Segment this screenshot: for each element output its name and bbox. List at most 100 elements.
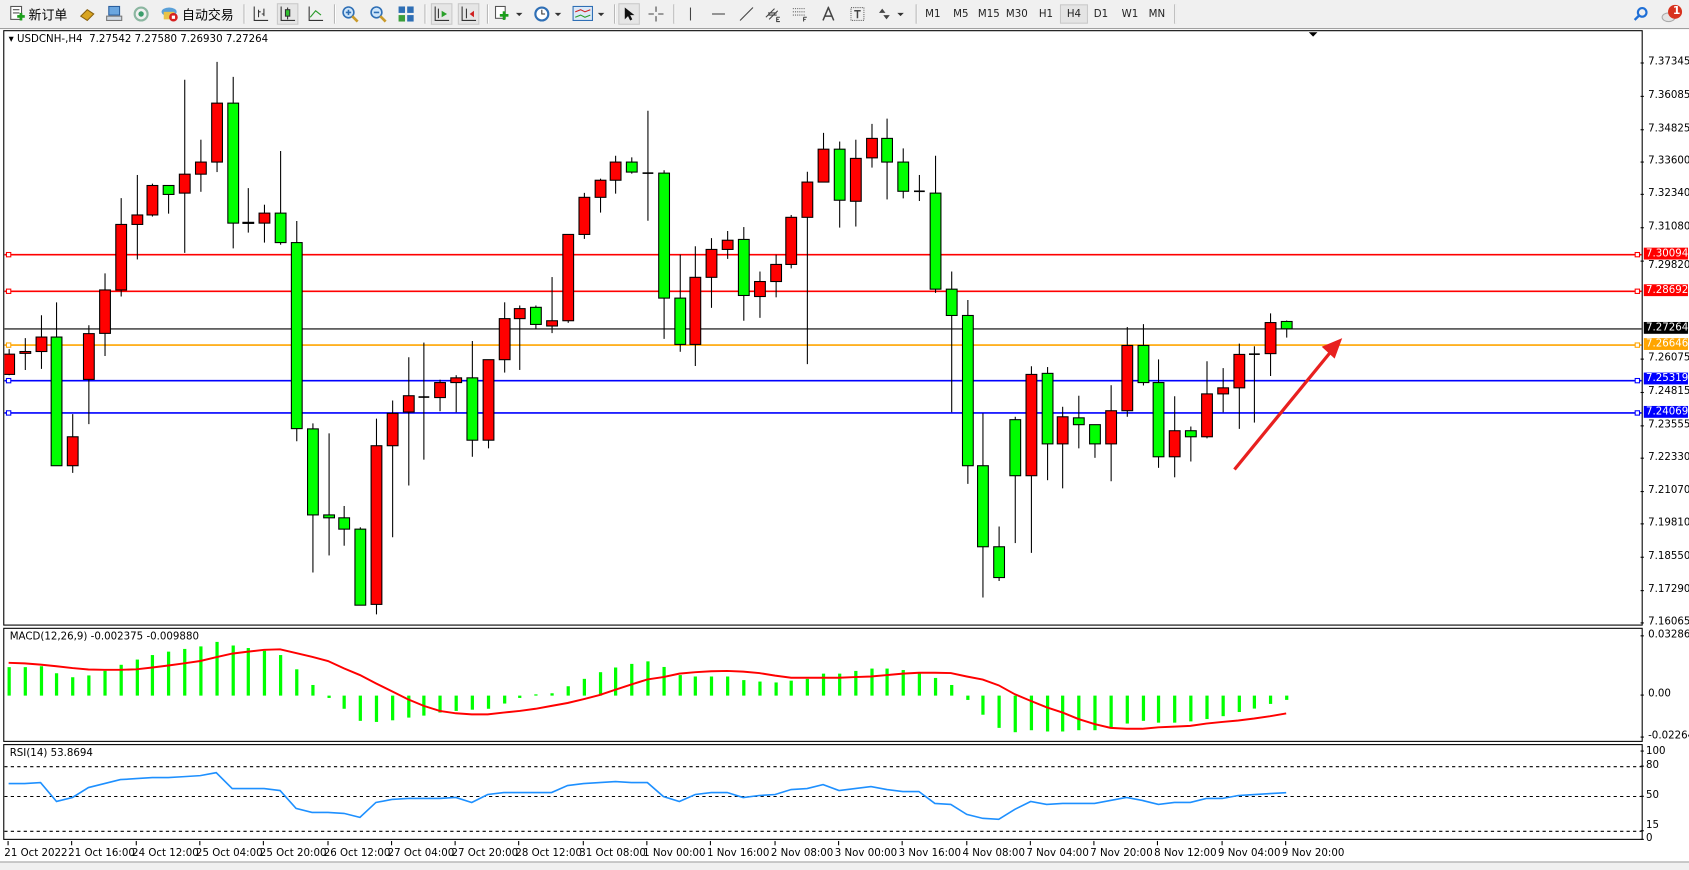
search-button[interactable] xyxy=(1631,4,1650,23)
price-level-label: 7.25319 xyxy=(1643,372,1688,385)
candle xyxy=(770,254,783,298)
timeframe-m1[interactable]: M1 xyxy=(925,8,941,20)
timeframe-h4[interactable]: H4 xyxy=(1059,4,1088,24)
equidistant-channel-button[interactable] xyxy=(764,4,783,23)
macd-histogram-bar xyxy=(1013,695,1017,733)
candle-body xyxy=(1233,353,1246,389)
cursor-button[interactable] xyxy=(618,3,640,25)
macd-axis-label: -0.022641 xyxy=(1648,730,1689,742)
signal-icon xyxy=(133,6,149,22)
chart-shift-button[interactable] xyxy=(457,3,480,25)
signals-button[interactable] xyxy=(131,4,150,23)
macd-histogram-bar xyxy=(1285,695,1289,700)
arrows-button[interactable] xyxy=(875,4,907,23)
time-axis-label: 3 Nov 16:00 xyxy=(898,847,962,860)
macd-histogram-bar xyxy=(278,655,283,696)
zoom-out-button[interactable] xyxy=(368,4,387,23)
candle xyxy=(1105,385,1118,482)
candle-body xyxy=(194,161,207,175)
level-handle xyxy=(5,251,12,258)
candle xyxy=(737,227,750,321)
candle xyxy=(194,139,207,192)
chart-shift-icon xyxy=(461,6,477,21)
price-level-label: 7.27264 xyxy=(1643,321,1688,334)
candle xyxy=(817,132,830,183)
macd-histogram-bar xyxy=(534,694,538,696)
candle-body xyxy=(849,157,862,202)
market-watch-button[interactable] xyxy=(78,4,97,23)
tile-windows-button[interactable] xyxy=(396,4,415,23)
line-chart-button[interactable] xyxy=(306,4,325,23)
zoom-in-button[interactable] xyxy=(340,4,359,23)
text-button[interactable] xyxy=(819,4,838,23)
new-order-button[interactable]: 新订单 xyxy=(9,4,69,23)
macd-histogram-bar xyxy=(183,648,187,696)
macd-histogram-bar xyxy=(199,646,203,696)
messages-button[interactable]: 1 xyxy=(1660,4,1686,23)
candle xyxy=(19,338,32,370)
timeframe-mn[interactable]: MN xyxy=(1148,8,1166,20)
macd-panel[interactable]: MACD(12,26,9) -0.002375 -0.009880 xyxy=(3,627,1643,742)
time-axis-label: 4 Nov 08:00 xyxy=(962,847,1025,860)
candle-body xyxy=(1072,417,1085,426)
candle xyxy=(594,178,607,213)
price-chart[interactable]: ▾ USDCNH-,H4 7.27542 7.27580 7.26930 7.2… xyxy=(3,30,1643,626)
macd-histogram-bar xyxy=(103,670,107,696)
candle-body xyxy=(674,297,687,345)
candle-body xyxy=(897,161,910,192)
new-chart-button[interactable] xyxy=(493,4,525,23)
macd-histogram-bar xyxy=(23,667,27,696)
level-handle xyxy=(1634,377,1641,384)
horizontal-line-button[interactable] xyxy=(709,4,728,23)
data-window-button[interactable] xyxy=(104,4,123,23)
macd-tick xyxy=(1640,694,1644,696)
bar-chart-icon xyxy=(253,6,269,21)
candle xyxy=(1121,327,1134,417)
timeframe-h1[interactable]: H1 xyxy=(1038,8,1054,20)
macd-histogram-bar xyxy=(374,695,379,722)
auto-scroll-button[interactable] xyxy=(430,3,453,25)
candle xyxy=(498,302,511,373)
macd-histogram-bar xyxy=(262,650,267,696)
candle-body xyxy=(35,336,48,353)
templates-button[interactable] xyxy=(571,4,608,23)
macd-histogram-bar xyxy=(838,673,842,696)
candle-body xyxy=(1280,320,1293,330)
fibonacci-button[interactable] xyxy=(791,4,810,23)
periods-button[interactable] xyxy=(532,4,564,23)
candlestick-chart-button[interactable] xyxy=(276,3,299,25)
time-axis-label: 28 Oct 12:00 xyxy=(515,847,583,860)
price-tick xyxy=(1640,556,1644,559)
rsi-line xyxy=(8,771,1287,821)
rsi-tick xyxy=(1640,795,1644,797)
timeframe-d1[interactable]: D1 xyxy=(1093,8,1109,20)
timeframe-m5[interactable]: M5 xyxy=(953,8,969,20)
timeframe-m30[interactable]: M30 xyxy=(1005,8,1028,20)
macd-histogram-bar xyxy=(662,666,666,696)
trendline-button[interactable] xyxy=(737,4,756,23)
rsi-panel[interactable]: RSI(14) 53.8694 xyxy=(3,744,1643,840)
candle-body xyxy=(450,377,463,384)
time-axis-label: 3 Nov 00:00 xyxy=(834,847,898,860)
crosshair-button[interactable] xyxy=(646,4,665,23)
candle xyxy=(386,400,399,538)
bar-chart-button[interactable] xyxy=(251,4,270,23)
timeframe-m15[interactable]: M15 xyxy=(977,8,1000,20)
time-tick xyxy=(1029,840,1031,846)
candle-body xyxy=(866,137,878,159)
vertical-line-button[interactable] xyxy=(681,4,700,23)
candle xyxy=(658,170,671,339)
price-axis-label: 7.26075 xyxy=(1648,352,1689,365)
time-axis-label: 25 Oct 20:00 xyxy=(259,847,327,860)
time-tick xyxy=(7,840,9,846)
text-label-button[interactable] xyxy=(848,4,867,23)
candle xyxy=(546,277,558,334)
symbol-dropdown-icon[interactable]: ▾ xyxy=(8,33,14,46)
timeframe-w1[interactable]: W1 xyxy=(1121,8,1139,20)
time-axis-label: 9 Nov 20:00 xyxy=(1281,847,1345,860)
auto-trading-button[interactable]: 自动交易 xyxy=(158,4,236,23)
time-tick xyxy=(390,840,392,846)
candle xyxy=(258,204,271,243)
rsi-axis-label: 100 xyxy=(1645,745,1666,757)
text-label-icon xyxy=(850,6,865,21)
